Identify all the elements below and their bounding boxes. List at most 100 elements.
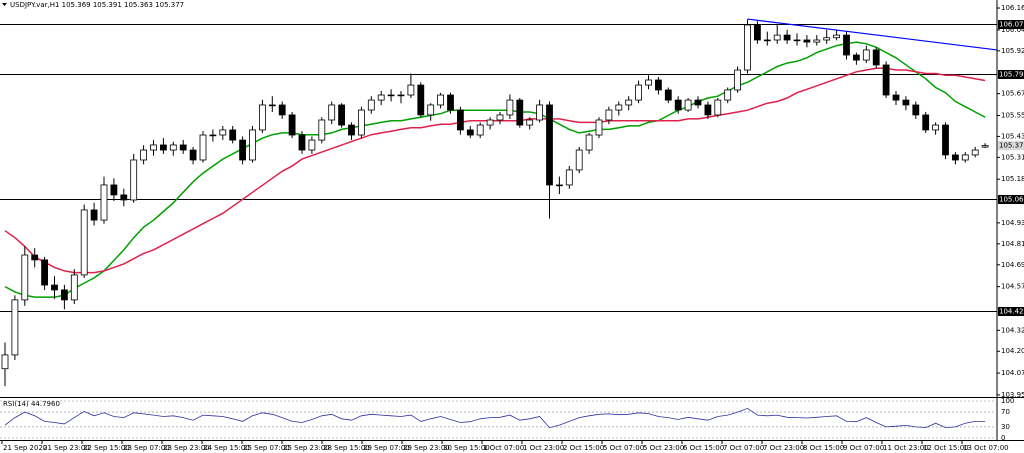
candle-body <box>239 139 247 161</box>
x-tick-label: 6 Oct 15:00 <box>683 444 724 452</box>
candle-body <box>189 149 197 161</box>
level-label: 105.790 <box>999 71 1024 79</box>
candle-body <box>981 145 989 148</box>
candle-body <box>773 34 781 41</box>
candle-body <box>120 194 128 201</box>
rsi-tick-label: 100 <box>1001 397 1014 405</box>
moving-average <box>4 67 986 274</box>
candle-body <box>843 34 850 56</box>
candle-body <box>575 149 583 171</box>
candle-body <box>288 114 296 136</box>
candle-body <box>21 254 29 301</box>
candle-body <box>734 69 741 91</box>
candle-body <box>367 99 375 111</box>
candle-body <box>664 89 672 101</box>
x-tick-label: 21 Sep 23:00 <box>43 444 90 452</box>
candle-body <box>546 104 553 186</box>
candle-body <box>31 254 39 261</box>
x-tick-label: 2 Oct 15:00 <box>563 444 604 452</box>
candle-body <box>833 34 840 39</box>
x-tick-label: 7 Oct 23:00 <box>763 444 804 452</box>
candle-body <box>357 109 365 136</box>
moving-average <box>4 41 986 298</box>
candle-body <box>140 149 148 161</box>
candle-body <box>486 119 494 126</box>
candle-body <box>605 109 613 121</box>
candle-body <box>744 24 751 71</box>
candle-body <box>278 104 286 116</box>
candle-body <box>298 134 306 151</box>
candle-body <box>684 99 692 111</box>
level-label-bg <box>998 195 1024 204</box>
candle-body <box>456 109 464 131</box>
candle-body <box>1 354 9 370</box>
candle-body <box>417 84 425 116</box>
candle-body <box>169 144 177 151</box>
y-tick-label: 105.920 <box>1001 47 1024 55</box>
candle-body <box>556 184 563 187</box>
candle-body <box>595 119 603 136</box>
candle-body <box>110 184 118 196</box>
candle-body <box>90 209 98 221</box>
candle-body <box>803 39 811 43</box>
x-tick-label: 5 Oct 07:00 <box>603 444 644 452</box>
candle-body <box>150 144 157 151</box>
current-price-bg <box>998 141 1024 151</box>
y-tick-label: 103.950 <box>1001 391 1024 399</box>
y-tick-label: 106.165 <box>1001 4 1024 12</box>
x-tick-label: 29 Sep 23:00 <box>403 444 450 452</box>
candle-body <box>387 94 395 97</box>
candle-body <box>41 259 48 286</box>
candle-body <box>704 104 712 116</box>
x-tick-label: 8 Oct 15:00 <box>803 444 844 452</box>
candle-body <box>971 149 979 156</box>
x-tick-label: 29 Sep 07:00 <box>363 444 410 452</box>
candle-body <box>437 94 445 106</box>
candle-body <box>536 104 543 121</box>
x-tick-label: 1 Oct 07:00 <box>483 444 524 452</box>
candle-body <box>506 99 514 116</box>
candle-body <box>328 104 336 121</box>
rsi-line <box>4 407 986 429</box>
trendline <box>747 18 998 51</box>
x-tick-label: 7 Oct 07:00 <box>723 444 764 452</box>
level-label-bg <box>998 70 1024 79</box>
candle-body <box>932 124 939 131</box>
candle-body <box>496 114 504 121</box>
candle-body <box>892 94 900 101</box>
candle-body <box>882 64 890 96</box>
candle-body <box>219 129 227 136</box>
y-tick-label: 105.430 <box>1001 132 1024 140</box>
candle-body <box>476 124 484 136</box>
candle-body <box>526 119 534 126</box>
y-tick-label: 104.320 <box>1001 326 1024 334</box>
rsi-tick-label: 0 <box>1001 434 1005 442</box>
y-tick-label: 104.570 <box>1001 283 1024 291</box>
candle-body <box>714 99 722 116</box>
candle-body <box>249 129 256 161</box>
candle-body <box>862 49 870 61</box>
candle-body <box>318 119 326 141</box>
candle-body <box>565 169 573 186</box>
y-tick-label: 104.075 <box>1001 369 1024 377</box>
candle-body <box>853 54 860 61</box>
candle-body <box>674 99 682 111</box>
y-tick-label: 104.815 <box>1001 240 1024 248</box>
y-tick-label: 105.550 <box>1001 111 1024 119</box>
x-tick-label: 23 Sep 07:00 <box>123 444 170 452</box>
menu-triangle[interactable] <box>2 3 7 6</box>
candle-body <box>694 99 702 106</box>
candle-body <box>625 99 633 106</box>
candle-body <box>942 124 949 156</box>
level-label-bg <box>998 20 1024 29</box>
candle-body <box>922 114 930 131</box>
candle-body <box>466 129 474 136</box>
candle-body <box>308 139 316 151</box>
x-tick-label: 11 Oct 23:00 <box>883 444 929 452</box>
candle-body <box>427 104 435 116</box>
candle-body <box>100 184 108 221</box>
candle-body <box>724 89 732 101</box>
candle-body <box>447 94 454 111</box>
